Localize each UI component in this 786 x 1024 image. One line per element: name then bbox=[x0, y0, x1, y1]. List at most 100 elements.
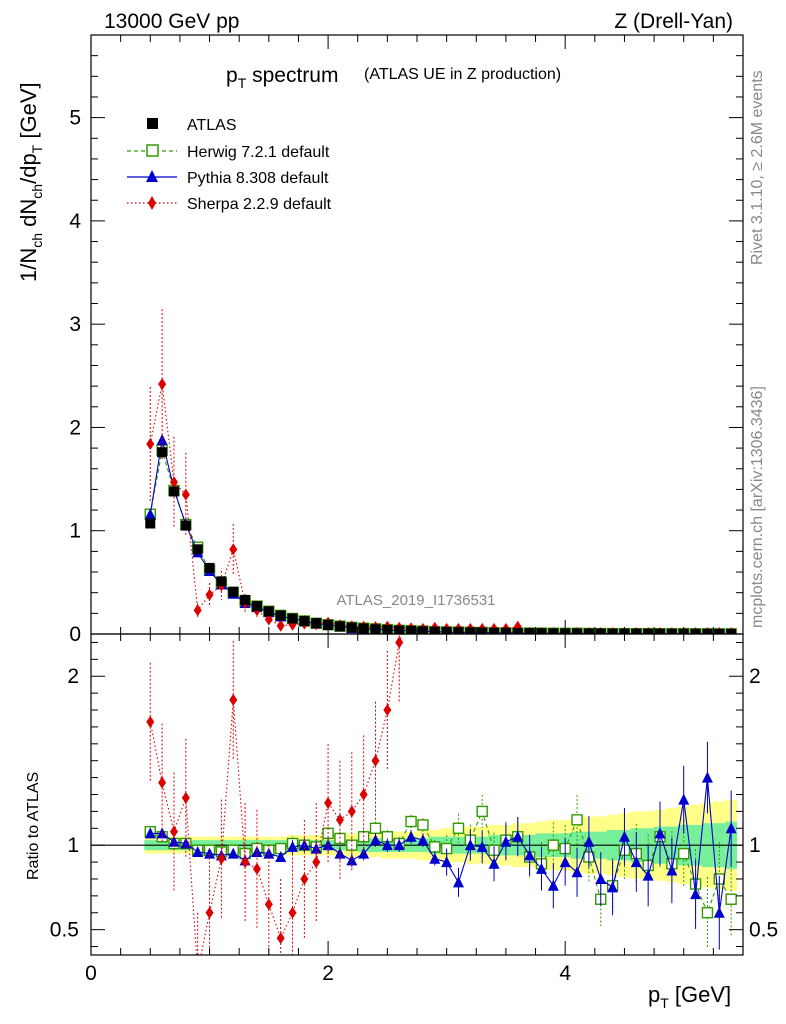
legend-item-sherpa: Sherpa 2.2.9 default bbox=[127, 196, 332, 213]
ratio-point-herwig bbox=[571, 814, 583, 826]
ratio-point-sherpa bbox=[383, 704, 392, 717]
ratio-point-herwig bbox=[429, 841, 441, 853]
ratio-y-tick-label: 2 bbox=[67, 665, 79, 688]
ratio-point-sherpa bbox=[264, 898, 273, 911]
ratio-point-sherpa bbox=[680, 603, 688, 615]
ratio-point-sherpa bbox=[347, 805, 356, 818]
ratio-point-sherpa bbox=[514, 603, 522, 615]
main-point-atlas bbox=[655, 628, 666, 634]
ylabel-ratio: Ratio to ATLAS bbox=[25, 772, 42, 880]
ratio-point-sherpa bbox=[549, 603, 557, 615]
main-y-tick-label: 5 bbox=[69, 107, 81, 130]
ratio-point-sherpa bbox=[335, 813, 344, 826]
xlabel: pT [GeV] bbox=[648, 982, 731, 1011]
ratio-point-pythia bbox=[618, 830, 630, 842]
main-point-atlas bbox=[228, 586, 239, 597]
main-point-atlas bbox=[251, 601, 262, 612]
ratio-point-pythia bbox=[464, 839, 476, 851]
ratio-point-pythia bbox=[405, 830, 417, 842]
legend-marker-pythia bbox=[146, 170, 158, 182]
main-point-atlas bbox=[346, 622, 357, 633]
main-point-pythia bbox=[144, 508, 156, 520]
ratio-line-sherpa bbox=[149, 634, 403, 955]
ratio-point-pythia bbox=[429, 852, 441, 864]
legend-label-pythia: Pythia 8.308 default bbox=[187, 170, 329, 187]
ratio-point-pythia bbox=[595, 872, 607, 884]
ratio-point-sherpa bbox=[229, 693, 238, 706]
main-point-atlas bbox=[263, 606, 274, 617]
ratio-point-sherpa bbox=[241, 856, 250, 869]
ratio-point-pythia bbox=[452, 876, 464, 888]
svg-text:pT spectrum: pT spectrum bbox=[226, 64, 338, 91]
ratio-point-sherpa bbox=[526, 603, 534, 615]
main-point-atlas bbox=[334, 621, 345, 632]
main-point-atlas bbox=[548, 628, 559, 634]
title-suffix: (ATLAS UE in Z production) bbox=[364, 66, 561, 83]
main-point-atlas bbox=[216, 576, 227, 587]
main-point-atlas bbox=[572, 628, 583, 634]
ratio-point-sherpa bbox=[300, 872, 309, 885]
main-point-atlas bbox=[489, 627, 500, 634]
ratio-point-pythia bbox=[690, 888, 702, 900]
main-point-atlas bbox=[192, 544, 203, 555]
ratio-point-herwig bbox=[405, 815, 417, 828]
ratio-point-pythia bbox=[204, 847, 216, 859]
ratio-y-tick-label: 0.5 bbox=[50, 919, 79, 942]
ratio-point-sherpa bbox=[252, 862, 261, 875]
ratio-point-herwig bbox=[678, 847, 690, 860]
main-point-atlas bbox=[583, 628, 594, 634]
title-sub: T bbox=[238, 75, 247, 91]
ratio-point-sherpa bbox=[537, 603, 545, 615]
legend-item-atlas: ATLAS bbox=[147, 117, 237, 134]
ratio-point-sherpa bbox=[324, 796, 333, 809]
ratio-point-sherpa bbox=[276, 932, 285, 945]
ratio-point-sherpa bbox=[715, 603, 723, 615]
ratio-point-sherpa bbox=[585, 603, 593, 615]
main-point-atlas bbox=[358, 623, 369, 634]
ratio-point-sherpa bbox=[632, 603, 640, 615]
ratio-point-sherpa bbox=[395, 636, 404, 649]
side-label-bottom: mcplots.cern.ch [arXiv:1306.3436] bbox=[749, 386, 766, 628]
header-left: 13000 GeV pp bbox=[104, 10, 239, 33]
main-point-atlas bbox=[204, 562, 215, 573]
ratio-point-pythia bbox=[500, 835, 512, 847]
ratio-point-pythia bbox=[678, 793, 690, 805]
main-point-atlas bbox=[287, 613, 298, 624]
main-point-sherpa bbox=[193, 604, 202, 617]
ratio-point-herwig bbox=[476, 805, 488, 818]
ratio-y-tick-label-right: 2 bbox=[749, 665, 761, 688]
ratio-point-sherpa bbox=[668, 603, 676, 615]
ratio-point-pythia bbox=[287, 840, 299, 852]
ratio-point-sherpa bbox=[597, 603, 605, 615]
ratio-point-herwig bbox=[452, 822, 465, 834]
ratio-line-herwig bbox=[150, 809, 732, 915]
x-tick-label: 2 bbox=[322, 962, 334, 985]
ratio-point-sherpa bbox=[727, 603, 735, 615]
ratio-panel-content bbox=[91, 603, 743, 978]
ratio-point-sherpa bbox=[194, 966, 202, 978]
legend-label-sherpa: Sherpa 2.2.9 default bbox=[187, 196, 332, 213]
main-point-sherpa bbox=[158, 378, 167, 391]
main-point-atlas bbox=[394, 625, 405, 634]
ratio-point-pythia bbox=[642, 869, 654, 881]
main-point-sherpa bbox=[264, 613, 273, 626]
main-point-pythia bbox=[156, 433, 168, 445]
ratio-point-sherpa bbox=[205, 906, 214, 919]
main-point-atlas bbox=[607, 628, 618, 634]
plot-title: pT spectrum (ATLAS UE in Z production) bbox=[226, 64, 561, 91]
ratio-point-pythia bbox=[524, 849, 536, 861]
ratio-point-sherpa bbox=[288, 906, 297, 919]
ratio-point-herwig bbox=[725, 893, 737, 905]
main-y-tick-label: 3 bbox=[69, 313, 81, 336]
main-point-sherpa bbox=[146, 437, 155, 450]
main-point-atlas bbox=[453, 627, 464, 634]
ratio-point-pythia bbox=[227, 847, 239, 859]
ratio-point-pythia bbox=[512, 830, 524, 842]
ratio-point-pythia bbox=[275, 851, 287, 863]
legend-item-pythia: Pythia 8.308 default bbox=[127, 170, 329, 187]
main-point-atlas bbox=[311, 618, 322, 629]
main-point-atlas bbox=[168, 486, 179, 497]
main-point-atlas bbox=[477, 627, 488, 634]
ratio-point-pythia bbox=[346, 854, 358, 866]
ratio-point-herwig bbox=[369, 822, 382, 834]
